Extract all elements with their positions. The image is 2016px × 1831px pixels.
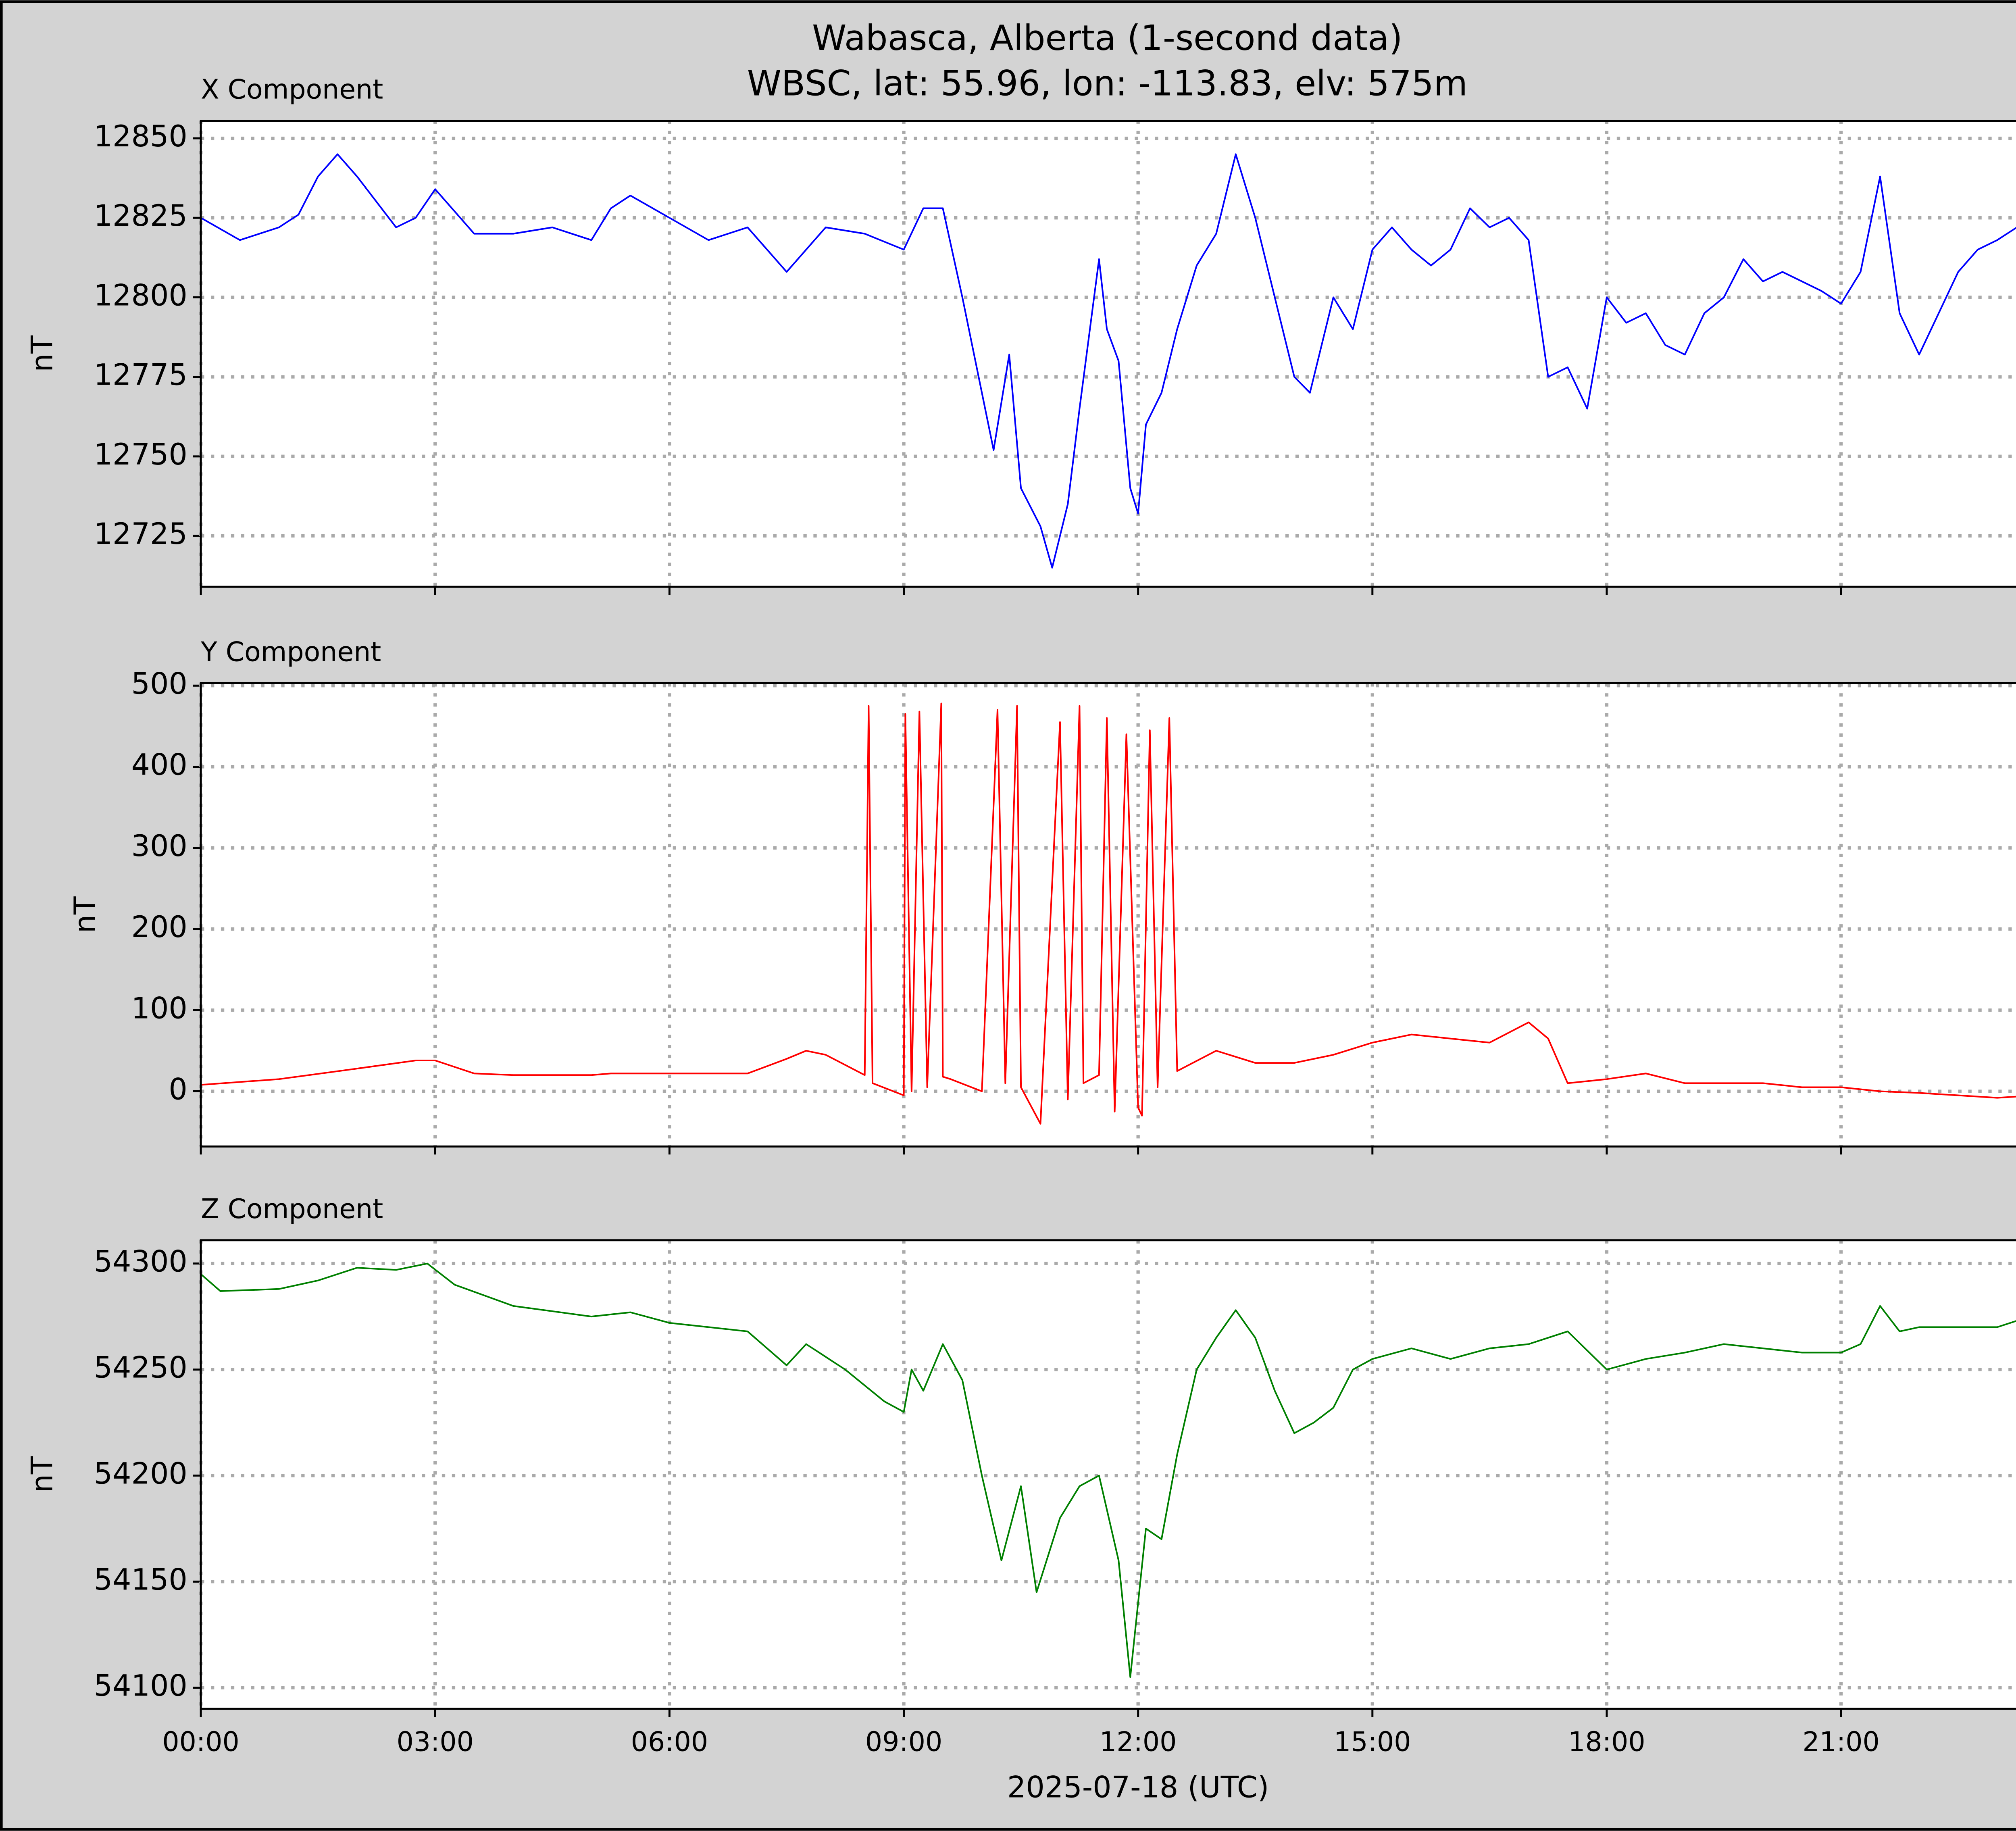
y-tick-label: 500 [131, 667, 187, 701]
x-tick-label: 21:00 [1802, 1726, 1879, 1757]
x-tick-label: 00:00 [162, 1726, 239, 1757]
x-tick-label: 12:00 [1100, 1726, 1177, 1757]
x-tick-label: 15:00 [1334, 1726, 1411, 1757]
x-tick-label: 06:00 [631, 1726, 708, 1757]
y-tick-label: 300 [131, 829, 187, 863]
x-tick-label: 18:00 [1568, 1726, 1645, 1757]
y-tick-label: 12825 [94, 199, 187, 233]
figure-subtitle: WBSC, lat: 55.96, lon: -113.83, elv: 575… [747, 64, 1468, 104]
y-axis-label: nT [68, 896, 102, 933]
panel-title: Z Component [201, 1193, 383, 1225]
data-line [200, 1262, 2016, 1678]
x-tick-label: 03:00 [397, 1726, 474, 1757]
y-tick-label: 12775 [94, 358, 187, 392]
y-tick-label: 12725 [94, 517, 187, 551]
y-tick-label: 0 [169, 1073, 187, 1107]
y-tick-label: 400 [131, 748, 187, 782]
data-line [200, 702, 2016, 1125]
plot-frame [200, 120, 2016, 588]
y-tick-label: 54150 [94, 1563, 187, 1597]
plot-frame [200, 682, 2016, 1148]
panel-title: Y Component [200, 636, 381, 667]
y-tick-label: 54300 [94, 1245, 187, 1279]
y-axis-label: nT [25, 335, 60, 372]
y-tick-label: 200 [131, 910, 187, 944]
y-tick-label: 54250 [94, 1351, 187, 1385]
y-axis-label: nT [25, 1456, 60, 1493]
y-tick-label: 54100 [94, 1669, 187, 1703]
plot-frame [200, 1239, 2016, 1710]
figure-title: Wabasca, Alberta (1-second data) [812, 18, 1403, 58]
panel-title: X Component [201, 74, 383, 105]
plot-area [201, 121, 2016, 587]
y-tick-label: 12750 [94, 437, 187, 472]
data-line [200, 153, 2016, 569]
x-axis-label: 2025-07-18 (UTC) [1007, 1770, 1269, 1804]
y-tick-label: 100 [131, 991, 187, 1025]
plot-area [201, 683, 2016, 1147]
y-tick-label: 12800 [94, 278, 187, 312]
y-tick-label: 12850 [94, 119, 187, 154]
x-tick-label: 09:00 [865, 1726, 942, 1757]
y-tick-label: 54200 [94, 1457, 187, 1491]
